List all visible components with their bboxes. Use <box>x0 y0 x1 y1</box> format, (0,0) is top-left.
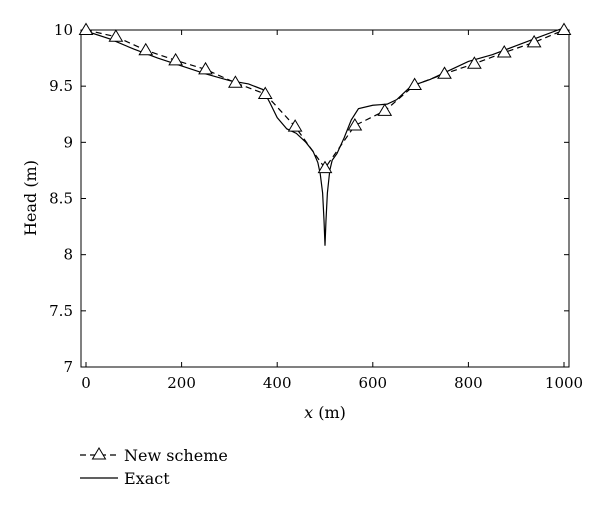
legend-label-new-scheme: New scheme <box>124 446 228 465</box>
data-point <box>347 118 363 131</box>
series-lines <box>85 27 565 246</box>
tick-labels: 0 200 400 600 800 1000 7 7.5 8 8.5 9 9.5 10 <box>49 21 583 392</box>
legend-marker-new-scheme <box>91 447 107 460</box>
data-point <box>78 22 94 35</box>
data-point <box>108 29 124 42</box>
y-tick-label: 8.5 <box>49 190 73 208</box>
series-line-new-scheme <box>85 29 565 170</box>
data-point <box>377 103 393 116</box>
legend: New scheme Exact <box>80 446 228 488</box>
data-point <box>466 56 482 69</box>
x-axis-label-unit: (m) <box>313 403 346 422</box>
data-point <box>407 77 423 91</box>
data-point <box>496 44 512 58</box>
data-point <box>437 66 452 79</box>
y-tick-label: 7 <box>63 358 73 376</box>
ticks <box>81 29 569 368</box>
x-tick-label: 200 <box>167 374 196 392</box>
x-tick-label: 400 <box>263 374 292 392</box>
data-point <box>138 42 154 56</box>
data-point <box>198 61 213 75</box>
plot-frame <box>80 29 570 368</box>
series-line-exact <box>85 27 565 246</box>
x-tick-label: 1000 <box>545 374 583 392</box>
x-axis-label-var: x <box>304 403 313 422</box>
x-tick-label: 0 <box>81 374 91 392</box>
data-point <box>168 52 184 66</box>
data-point <box>227 75 243 88</box>
data-point <box>287 119 303 132</box>
x-tick-label: 800 <box>454 374 483 392</box>
y-tick-label: 7.5 <box>49 302 73 320</box>
x-tick-label: 600 <box>358 374 387 392</box>
series-markers <box>78 22 572 174</box>
y-tick-label: 8 <box>63 246 73 264</box>
y-tick-label: 9 <box>63 133 73 151</box>
data-point <box>317 160 333 174</box>
y-tick-label: 10 <box>54 21 73 39</box>
y-tick-label: 9.5 <box>49 77 73 95</box>
x-axis-label: x (m) <box>304 403 346 422</box>
data-point <box>257 86 273 100</box>
data-point <box>526 34 542 48</box>
legend-label-exact: Exact <box>124 469 170 488</box>
data-point <box>556 22 572 35</box>
y-axis-label: Head (m) <box>21 160 40 236</box>
